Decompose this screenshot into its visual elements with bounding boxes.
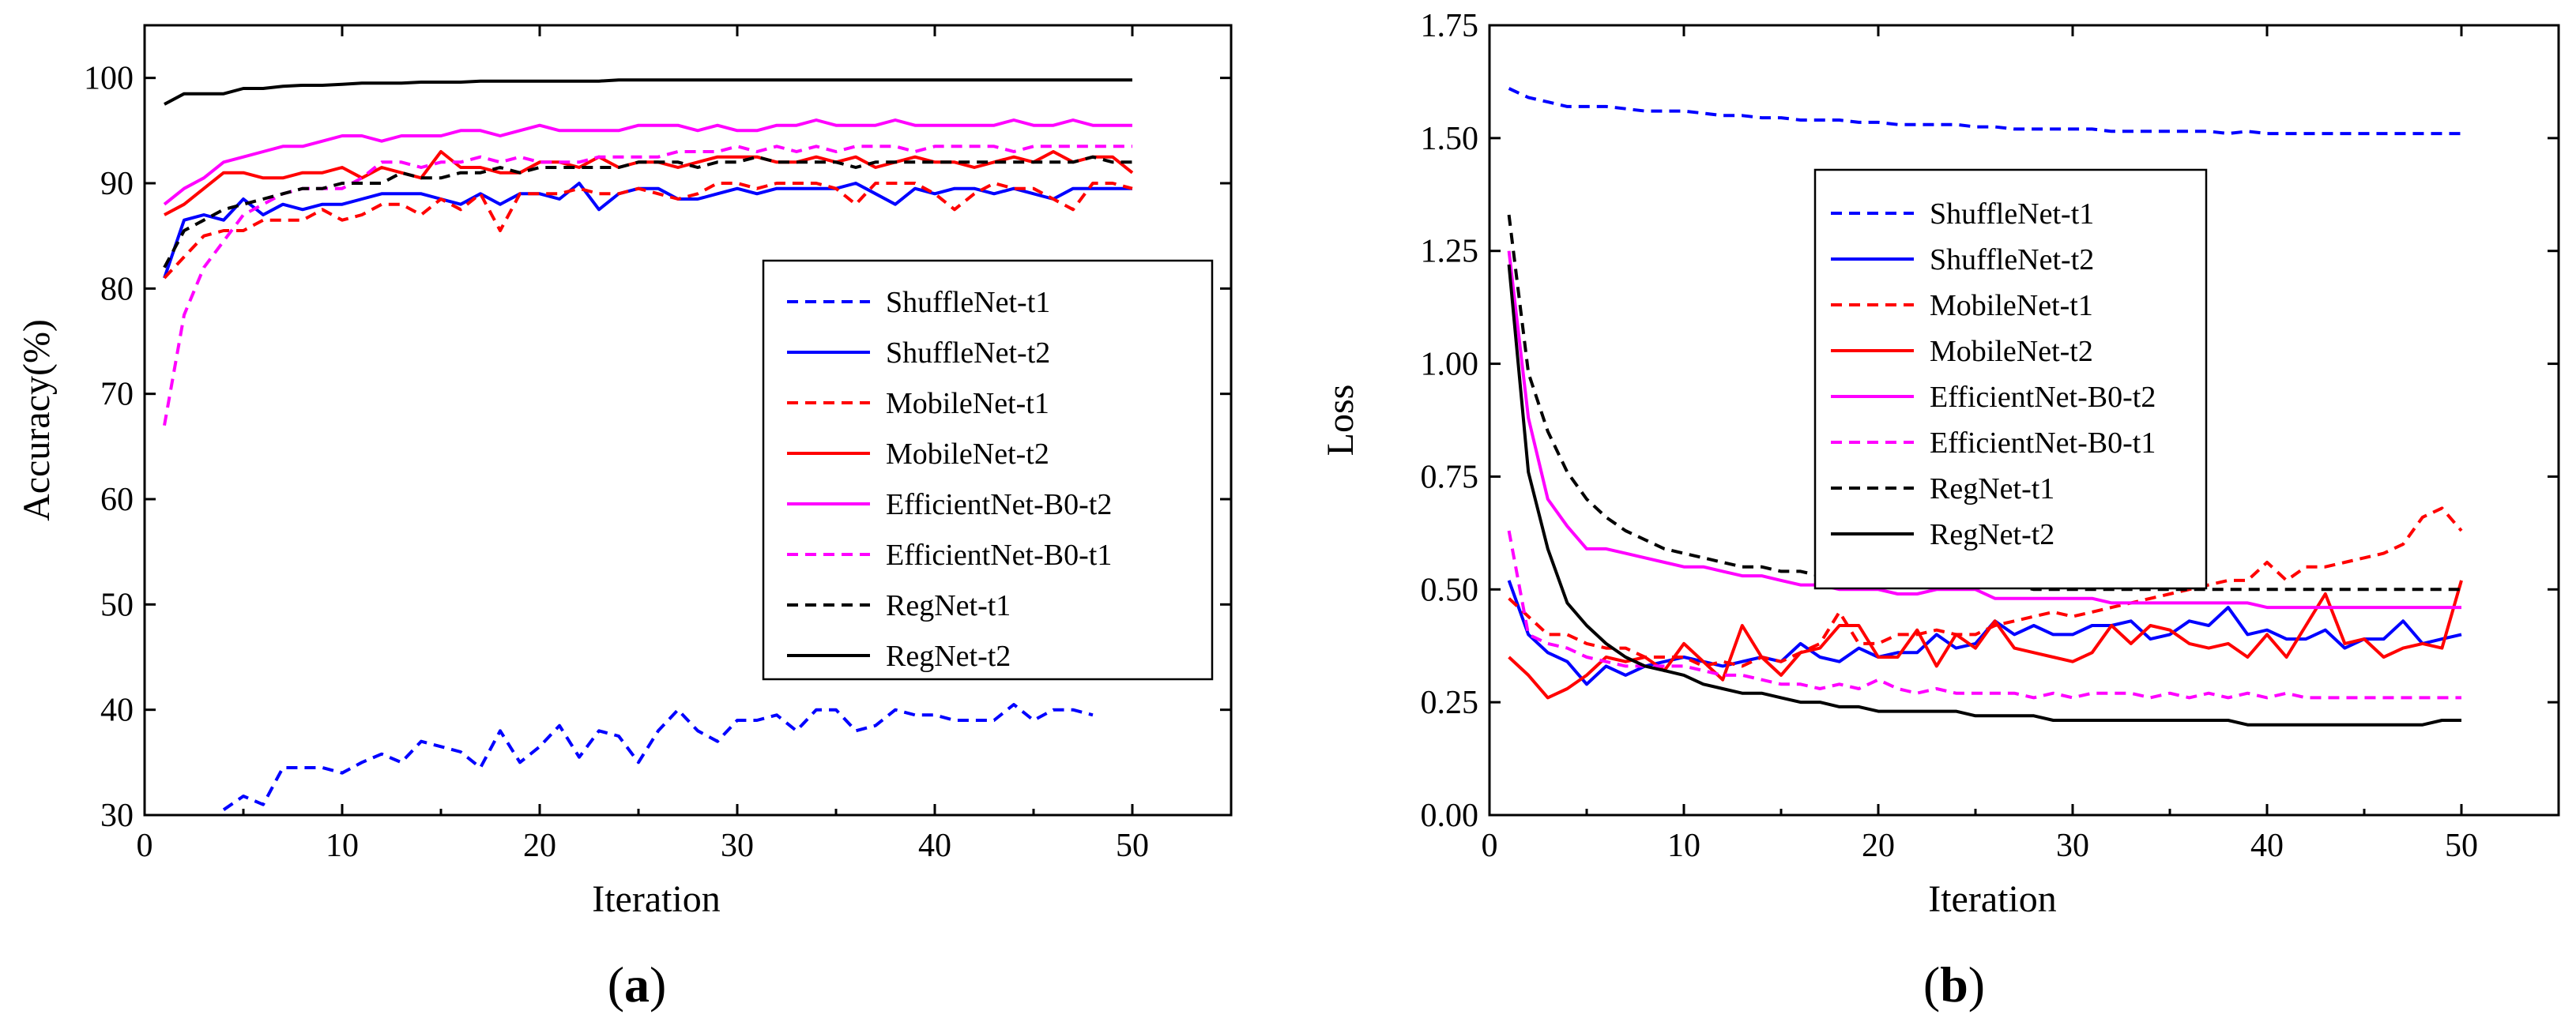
panel-b-y-tick-label: 0.75 xyxy=(1421,459,1479,495)
panel-b-legend-box xyxy=(1813,168,2208,590)
panel-a-x-tick-label: 30 xyxy=(721,828,754,864)
panel-b-legend-label-mobilenet-t1: MobileNet-t1 xyxy=(1930,289,2093,322)
panel-label-b: (b) xyxy=(1923,956,1985,1013)
panel-a-legend-label-efficientnet-b0-t2: EfficientNet-B0-t2 xyxy=(886,488,1112,521)
panel-a-series-mobilenet-t2 xyxy=(164,150,1134,216)
panel-b-legend-label-efficientnet-b0-t2: EfficientNet-B0-t2 xyxy=(1930,381,2156,414)
panel-a-legend: ShuffleNet-t1 ShuffleNet-t2 MobileNet-t1 Mo… xyxy=(762,259,1214,681)
panel-b-x-tick-label: 40 xyxy=(2250,828,2284,864)
panel-a-legend-label-shufflenet-t2: ShuffleNet-t2 xyxy=(886,336,1050,370)
panel-a-legend-label-shufflenet-t1: ShuffleNet-t1 xyxy=(886,286,1050,319)
panel-a-y-tick-label: 40 xyxy=(100,693,134,729)
panel-a-series-shufflenet-t1 xyxy=(222,703,1094,811)
panel-a-x-tick-label: 10 xyxy=(326,828,359,864)
panel-b-x-tick-label: 20 xyxy=(1862,828,1895,864)
panel-a: 0 10 20 30 40 50 30 40 50 60 70 80 90 100 Iteration Acc… xyxy=(16,24,1233,920)
panel-a-y-tick-label: 30 xyxy=(100,798,134,834)
panel-b-legend-label-shufflenet-t1: ShuffleNet-t1 xyxy=(1930,197,2094,231)
panel-a-legend-box xyxy=(762,259,1214,681)
panel-a-legend-label-efficientnet-b0-t1: EfficientNet-B0-t1 xyxy=(886,539,1112,572)
panel-b-legend-label-efficientnet-b0-t1: EfficientNet-B0-t1 xyxy=(1930,426,2156,460)
panel-b-y-tick-label: 0.50 xyxy=(1421,572,1479,608)
panel-b-series-mobilenet-t2 xyxy=(1508,580,2463,700)
panel-b-x-tick-label: 30 xyxy=(2056,828,2089,864)
panel-b-legend-label-regnet-t2: RegNet-t2 xyxy=(1930,518,2054,551)
panel-b-y-tick-label: 1.75 xyxy=(1421,8,1479,44)
panel-b-x-tick-label: 50 xyxy=(2445,828,2478,864)
panel-b-y-tick-label: 0.00 xyxy=(1421,798,1479,834)
panel-b-x-tick-label: 10 xyxy=(1667,828,1700,864)
panel-b-legend: ShuffleNet-t1 ShuffleNet-t2 MobileNet-t1 Mo… xyxy=(1813,168,2208,590)
panel-a-y-tick-label: 60 xyxy=(100,482,134,518)
panel-a-series-group xyxy=(163,78,1134,811)
panel-a-x-tick-label: 40 xyxy=(918,828,951,864)
panel-b-y-tick-label: 1.00 xyxy=(1421,347,1479,383)
panel-a-y-axis-title: Accuracy(%) xyxy=(16,319,58,521)
panel-a-y-tick-label: 70 xyxy=(100,377,134,413)
panel-a-legend-label-mobilenet-t1: MobileNet-t1 xyxy=(886,387,1049,420)
panel-a-y-tick-label: 80 xyxy=(100,271,134,307)
panel-b-y-axis-title: Loss xyxy=(1320,385,1361,457)
panel-a-series-mobilenet-t1 xyxy=(163,182,1133,280)
panel-b-legend-label-shufflenet-t2: ShuffleNet-t2 xyxy=(1930,243,2094,276)
panel-b-series-efficientnet-b0-t2 xyxy=(1507,250,2461,610)
panel-a-series-regnet-t1 xyxy=(163,155,1132,269)
panel-b-legend-label-mobilenet-t2: MobileNet-t2 xyxy=(1930,335,2093,368)
panel-b-series-shufflenet-t1 xyxy=(1508,87,2461,136)
panel-a-x-tick-label: 50 xyxy=(1116,828,1149,864)
panel-b-plot-frame xyxy=(1488,24,2560,817)
panel-b-y-tick-label: 1.50 xyxy=(1421,121,1479,157)
panel-a-x-tick-label: 0 xyxy=(137,828,153,864)
panel-b-x-axis-title: Iteration xyxy=(1928,878,2057,920)
panel-a-legend-label-regnet-t1: RegNet-t1 xyxy=(886,589,1011,622)
panel-a-legend-label-regnet-t2: RegNet-t2 xyxy=(886,640,1011,673)
panel-a-x-axis-title: Iteration xyxy=(592,878,721,920)
panel-a-legend-label-mobilenet-t2: MobileNet-t2 xyxy=(886,438,1049,471)
panel-a-series-shufflenet-t2 xyxy=(163,182,1132,279)
panel-a-plot-frame xyxy=(143,24,1233,817)
panel-b-y-tick-label: 0.25 xyxy=(1421,685,1479,721)
panel-b-x-tick-label: 0 xyxy=(1482,828,1498,864)
panel-a-x-tick-label: 20 xyxy=(523,828,556,864)
panel-a-y-tick-label: 100 xyxy=(84,61,134,97)
panel-a-y-tick-label: 50 xyxy=(100,587,134,623)
panel-a-y-tick-label: 90 xyxy=(100,166,134,202)
panel-b-legend-label-regnet-t1: RegNet-t1 xyxy=(1930,472,2054,505)
panel-b-series-efficientnet-b0-t1 xyxy=(1507,530,2461,700)
panel-b-y-tick-label: 1.25 xyxy=(1421,234,1479,270)
panel-b: 0 10 20 30 40 50 0.00 0.25 0.50 0.75 1.00 1.25 1.50 1… xyxy=(1320,8,2560,920)
panel-a-series-efficientnet-b0-t2 xyxy=(163,118,1132,206)
panel-b-series-regnet-t2 xyxy=(1507,264,2461,727)
panel-a-series-regnet-t2 xyxy=(164,78,1132,106)
panel-label-a: (a) xyxy=(608,956,667,1013)
